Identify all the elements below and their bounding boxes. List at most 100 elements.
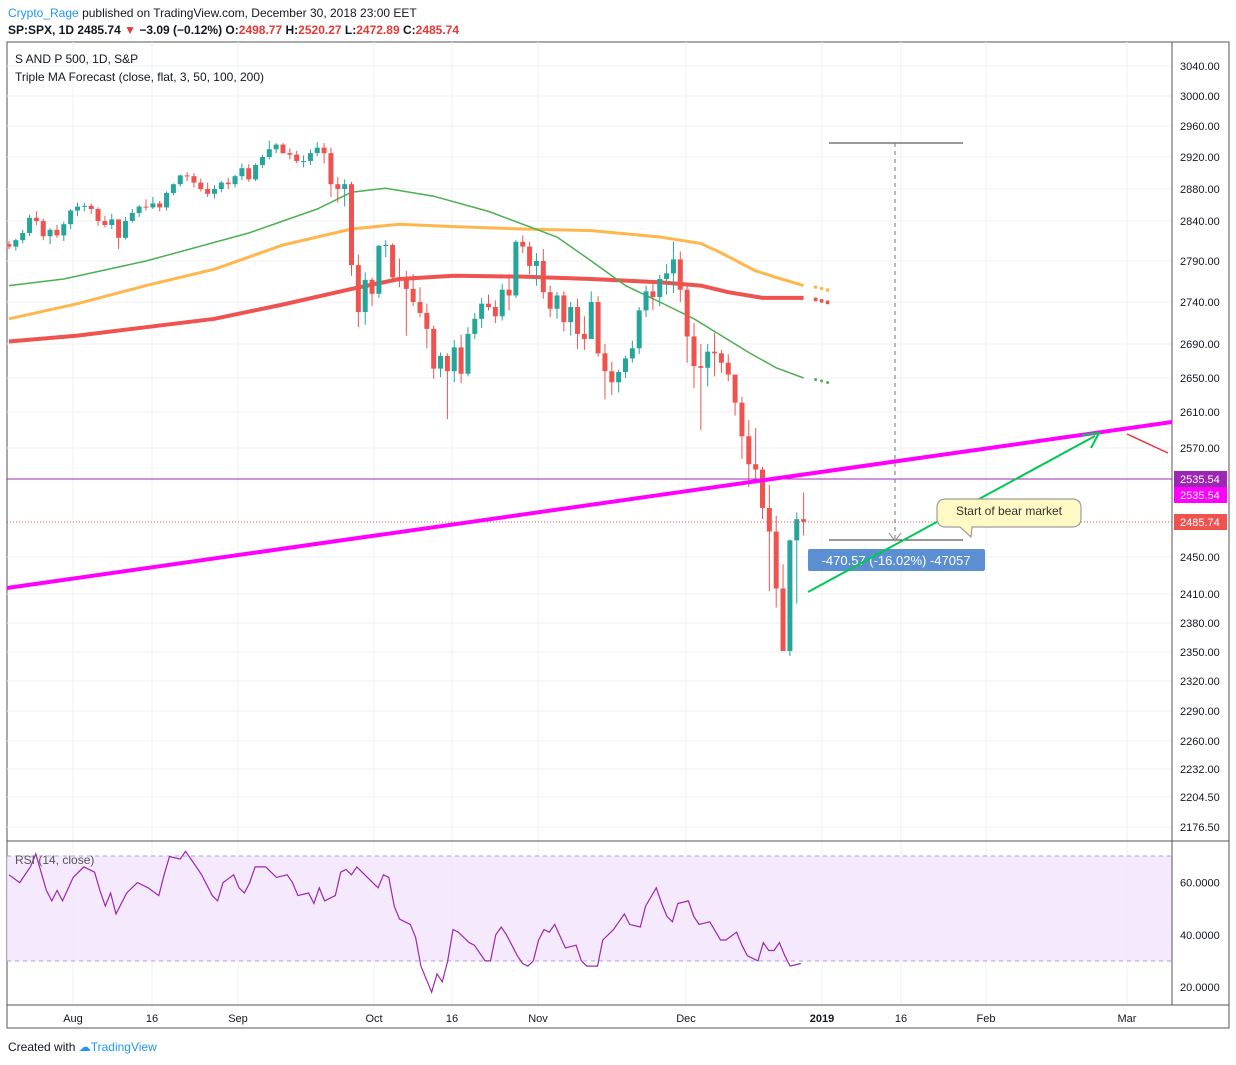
candle-body (177, 175, 183, 185)
red-line[interactable] (1126, 433, 1169, 454)
candle-body (684, 289, 690, 337)
candle-body (68, 210, 74, 225)
open-value: 2498.77 (238, 23, 283, 37)
ma200-line (8, 273, 804, 344)
close-label: C: (402, 23, 416, 37)
candle-body (636, 310, 642, 349)
candle-body (61, 224, 67, 236)
candle-body (506, 289, 512, 296)
ma50-forecast-dot (826, 381, 830, 384)
candle-body (753, 464, 759, 470)
candle-body (13, 240, 19, 247)
candle-body (273, 144, 279, 150)
rsi-tick-label: 40.0000 (1180, 930, 1220, 942)
price-tag (1174, 487, 1227, 503)
candle-body (698, 366, 704, 368)
price-tick-label: 2290.00 (1180, 706, 1220, 718)
last-price: 2485.74 (77, 23, 121, 37)
tradingview-brand[interactable]: TradingView (90, 1040, 157, 1054)
candle-body (246, 168, 252, 180)
symbol: SP:SPX, 1D (8, 23, 75, 37)
price-tick-label: 2450.00 (1180, 552, 1220, 564)
price-tick-label: 2260.00 (1180, 736, 1220, 748)
footer: Created with ☁TradingView (8, 1040, 157, 1054)
candle-body (465, 333, 471, 374)
candle-body (424, 312, 430, 329)
candle-body (40, 221, 46, 237)
measure-arrowhead (888, 532, 902, 542)
price-tick-label: 2840.00 (1180, 216, 1220, 228)
candle-body (732, 374, 738, 403)
time-axis[interactable]: Aug 16 Sep Oct 16 Nov Dec 2019 16 Feb Mar (63, 1013, 1137, 1025)
measure-label: -470.57 (-16.02%) -47057 (822, 553, 971, 568)
candle-body (766, 507, 772, 532)
candle-body (492, 307, 498, 317)
low-value: 2472.89 (356, 23, 400, 37)
time-tick-label: 16 (446, 1013, 458, 1025)
moving-averages (8, 187, 830, 384)
candle-body (47, 229, 53, 237)
high-value: 2520.27 (298, 23, 342, 37)
candle-body (561, 295, 567, 323)
candle-body (520, 241, 526, 247)
price-tick-label: 2570.00 (1180, 443, 1220, 455)
price-change: −3.09 (−0.12%) (139, 23, 223, 37)
candle-body (705, 351, 711, 368)
candle-body (150, 203, 156, 208)
callout-bubble (936, 498, 1082, 539)
author-link[interactable]: Crypto_Rage (8, 6, 79, 20)
candle-body (225, 182, 231, 185)
candle-body (739, 402, 745, 437)
candle-body (116, 219, 122, 238)
price-axis[interactable]: 3040.00 3000.00 2960.00 2920.00 2880.00 2840.… (1174, 61, 1227, 834)
candle-body (670, 259, 676, 274)
candle-body (294, 154, 300, 161)
candle-body (650, 291, 656, 298)
candle-body (95, 209, 101, 221)
rsi-tick-label: 60.0000 (1180, 878, 1220, 890)
price-tag-label: 2535.54 (1180, 474, 1220, 486)
down-arrow-icon: ▼ (124, 23, 136, 37)
ma50-forecast-dot (820, 379, 824, 383)
ohlc-line: SP:SPX, 1D 2485.74 ▼ −3.09 (−0.12%) O:24… (8, 23, 459, 37)
price-tick-label: 2690.00 (1180, 339, 1220, 351)
time-tick-label: 16 (895, 1013, 907, 1025)
candle-body (718, 353, 724, 363)
ma50-forecast-dot (814, 378, 818, 381)
rsi-line (8, 850, 801, 995)
callout[interactable]: Start of bear market (936, 498, 1082, 539)
candle-body (677, 259, 683, 290)
candle-body (773, 531, 779, 589)
candle-body (527, 246, 533, 266)
candle-body (314, 147, 320, 154)
candle-body (629, 348, 635, 359)
candle-body (712, 351, 718, 354)
low-label: L: (344, 23, 357, 37)
candle-body (787, 540, 793, 652)
candle-body (451, 347, 457, 372)
candle-body (198, 182, 204, 189)
trendline[interactable] (6, 420, 1173, 590)
candle-body (410, 288, 416, 302)
candle-body (129, 213, 135, 221)
time-tick-label: Feb (977, 1013, 996, 1025)
candle-body (588, 302, 594, 339)
candle-body (266, 149, 272, 157)
candle-body (801, 519, 807, 522)
ma200-forecast-dot (813, 297, 818, 302)
candle-body (136, 206, 142, 213)
candle-body (287, 153, 293, 155)
candle-body (396, 277, 402, 280)
candle-body (307, 153, 313, 161)
tradingview-logo-icon: ☁ (78, 1040, 91, 1054)
chart-area[interactable]: -470.57 (-16.02%) -47057 Start of bear m… (0, 0, 1236, 1030)
candle-body (643, 291, 649, 311)
ma100-forecast-dot (825, 288, 830, 292)
candle-body (143, 206, 149, 208)
candle-body (355, 265, 361, 313)
candle-body (20, 233, 26, 241)
rsi-pane (8, 850, 801, 995)
price-tick-label: 2740.00 (1180, 297, 1220, 309)
candle-body (431, 328, 437, 369)
rsi-tick-label: 20.0000 (1180, 982, 1220, 994)
